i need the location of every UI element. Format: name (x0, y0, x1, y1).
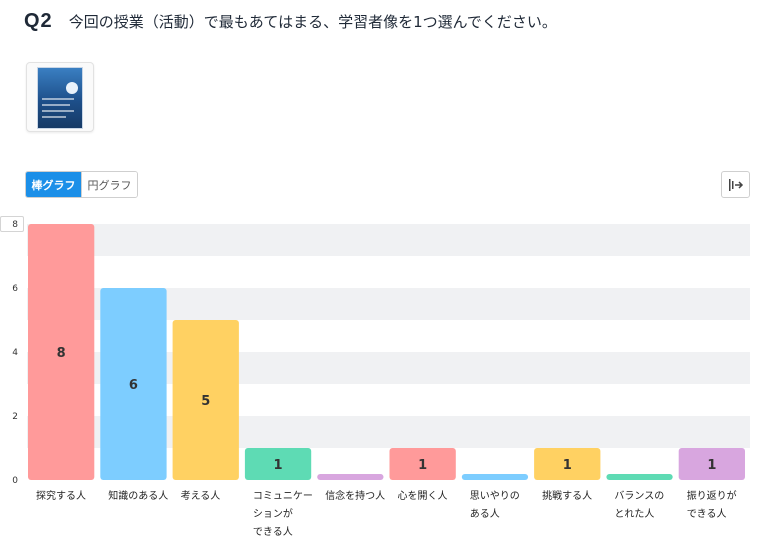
y-tick-label: 4 (12, 348, 18, 358)
tab-pie-chart[interactable]: 円グラフ (81, 172, 137, 197)
y-tick-label: 8 (12, 220, 18, 230)
question-header: Q2 今回の授業（活動）で最もあてはまる、学習者像を1つ選んでください。 (24, 8, 557, 34)
bar-value-label: 8 (57, 346, 66, 361)
bar-value-label: 1 (563, 458, 572, 473)
bar (317, 474, 384, 480)
bar-value-label: 5 (201, 394, 210, 409)
category-label: 心を開く人 (398, 490, 448, 502)
bar (244, 448, 312, 480)
y-tick-label: 6 (12, 284, 18, 294)
bar (461, 474, 529, 480)
category-label: とれた人 (614, 508, 654, 520)
question-number: Q2 (24, 9, 53, 32)
category-label: 知識のある人 (108, 489, 168, 502)
thumbnail-badge-icon (66, 82, 78, 94)
category-label: できる人 (253, 526, 293, 538)
y-tick-label: 0 (12, 476, 18, 486)
category-label: バランスの (614, 490, 664, 502)
category-label: できる人 (687, 508, 727, 520)
bar-value-label: 1 (707, 458, 716, 473)
category-label: ションが (253, 507, 293, 520)
category-label: コミュニケー (253, 490, 313, 502)
category-label: 思いやりの (470, 490, 520, 502)
export-button[interactable] (721, 171, 750, 198)
y-axis-top-marker (0, 216, 24, 232)
category-label: 振り返りが (687, 489, 737, 502)
grid-band (27, 224, 750, 256)
bar (678, 448, 745, 480)
tab-bar-chart[interactable]: 棒グラフ (26, 172, 81, 197)
bar (534, 448, 601, 480)
category-label: ある人 (470, 508, 500, 520)
export-icon (728, 178, 743, 191)
category-label: 信念を持つ人 (325, 489, 385, 502)
document-thumbnail[interactable] (26, 62, 94, 132)
bar (100, 288, 167, 480)
bar (28, 224, 95, 480)
bar (389, 448, 456, 480)
category-label: 探究する人 (36, 489, 86, 502)
question-text: 今回の授業（活動）で最もあてはまる、学習者像を1つ選んでください。 (68, 12, 557, 31)
bar-value-label: 1 (418, 458, 427, 473)
bar-value-label: 1 (274, 458, 283, 473)
y-tick-label: 2 (12, 412, 18, 422)
bar-value-label: 6 (129, 378, 138, 393)
chart-type-tabs: 棒グラフ 円グラフ (25, 171, 138, 198)
category-label: 考える人 (181, 490, 221, 502)
bar (606, 474, 673, 480)
bar (172, 320, 239, 480)
document-thumbnail-image (37, 67, 83, 129)
category-label: 挑戦する人 (542, 489, 592, 502)
